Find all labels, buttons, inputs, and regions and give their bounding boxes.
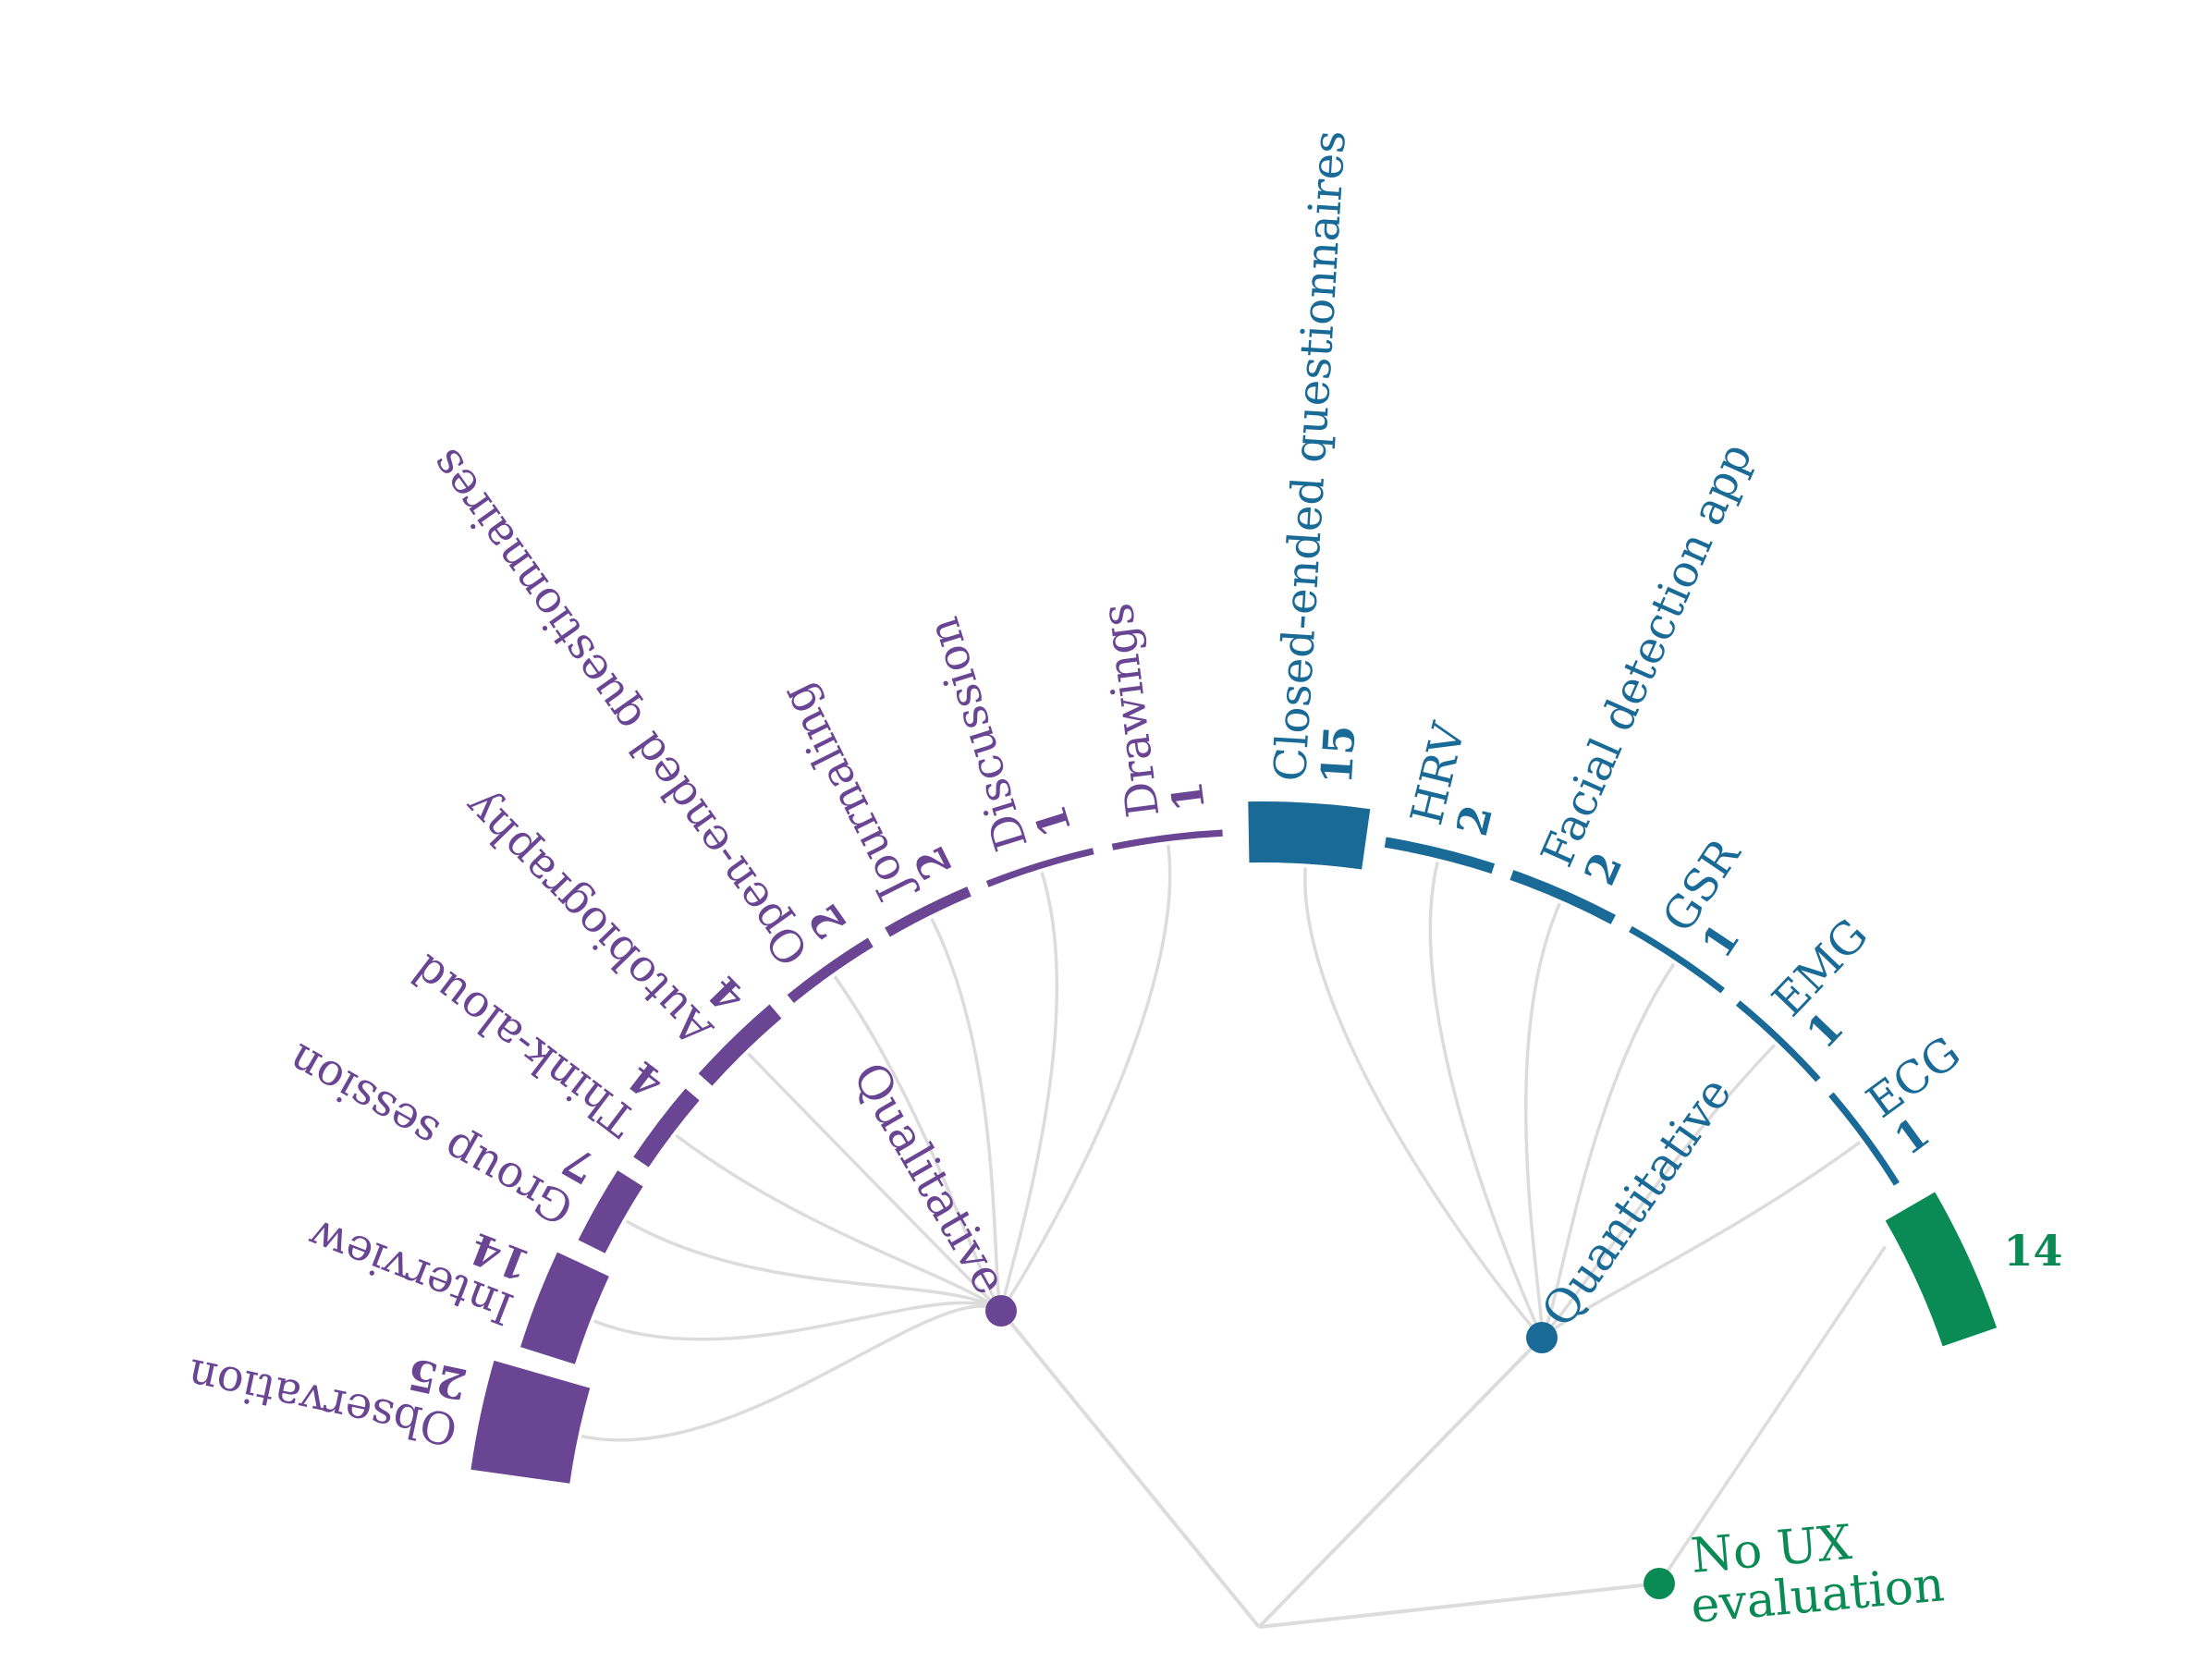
- method-count-observation: 25: [403, 1349, 471, 1410]
- branch-link-group-session: [625, 1219, 1002, 1313]
- arc-segment-think-aloud: [633, 1088, 700, 1168]
- arc-segment-observation: [471, 1360, 591, 1484]
- branch-link-think-aloud: [675, 1133, 1003, 1313]
- branch-link-emg: [1540, 1044, 1777, 1339]
- method-label-closed-ended-questionnaires: Closed-ended questionnaires: [1265, 128, 1356, 783]
- arc-segment-group-session: [578, 1170, 643, 1253]
- branch-link-autobiography: [747, 1052, 1003, 1313]
- arc-segment-open-ended-questionnaires: [787, 937, 874, 1003]
- method-count-hrv: 2: [1447, 800, 1502, 840]
- root-link-qualitative: [999, 1309, 1261, 1629]
- method-label-journaling: Journaling: [770, 675, 923, 912]
- method-label-discussion: Discussion: [917, 611, 1038, 857]
- arc-segment-facial-detection-app: [1509, 870, 1616, 924]
- arc-segment-no-ux: [1885, 1192, 1998, 1347]
- branch-link-observation: [581, 1304, 1002, 1442]
- node-qualitative: [985, 1295, 1017, 1327]
- branch-link-facial-detection-app: [1523, 902, 1561, 1339]
- root-link-quantitative: [1257, 1336, 1544, 1629]
- method-arc-segments: [471, 801, 1998, 1484]
- arc-segment-closed-ended-questionnaires: [1248, 801, 1371, 870]
- arc-segment-hrv: [1384, 837, 1496, 874]
- node-quantitative: [1526, 1322, 1558, 1353]
- arc-segment-ecg: [1828, 1092, 1900, 1186]
- branch-link-gsr: [1540, 962, 1676, 1339]
- method-count-journaling: 2: [904, 838, 962, 887]
- group-nodes: [985, 1295, 1675, 1599]
- method-count-facial-detection-app: 2: [1574, 845, 1632, 892]
- group-label-quantitative: Quantitative: [1531, 1067, 1741, 1336]
- method-label-drawings: Drawings: [1092, 600, 1170, 820]
- branch-link-no-ux: [1657, 1245, 1887, 1584]
- arc-segment-discussion: [985, 848, 1094, 887]
- branch-link-open-ended-questionnaires: [833, 975, 1003, 1312]
- arc-segment-emg: [1735, 1000, 1821, 1082]
- branch-link-ecg: [1540, 1141, 1862, 1339]
- arc-segment-drawings: [1111, 829, 1223, 850]
- root-link-none: [1258, 1582, 1660, 1629]
- arc-segment-journaling: [885, 887, 972, 937]
- method-count-closed-ended-questionnaires: 15: [1312, 724, 1365, 786]
- method-label-facial-detection-app: Facial detection app: [1532, 435, 1763, 874]
- branch-link-hrv: [1428, 862, 1544, 1339]
- branch-link-interview: [593, 1301, 1002, 1341]
- branch-link-journaling: [930, 918, 1003, 1312]
- method-label-ecg: ECG: [1857, 1026, 1970, 1128]
- arc-segment-interview: [520, 1252, 609, 1364]
- connector-lines: [581, 844, 1887, 1629]
- arc-segment-gsr: [1629, 925, 1725, 994]
- node-none: [1644, 1568, 1675, 1599]
- branch-link-drawings: [999, 844, 1172, 1312]
- branch-link-closed-ended-questionnaires: [1303, 867, 1544, 1339]
- method-label-open-ended-questionnaires: Open-ended questionnaires: [420, 439, 819, 975]
- branch-link-discussion: [999, 872, 1059, 1312]
- method-count-no-ux: 14: [2003, 1226, 2062, 1276]
- method-count-drawings: 1: [1161, 778, 1215, 814]
- method-count-discussion: 1: [1025, 800, 1082, 843]
- arc-segment-autobiography: [698, 1004, 782, 1086]
